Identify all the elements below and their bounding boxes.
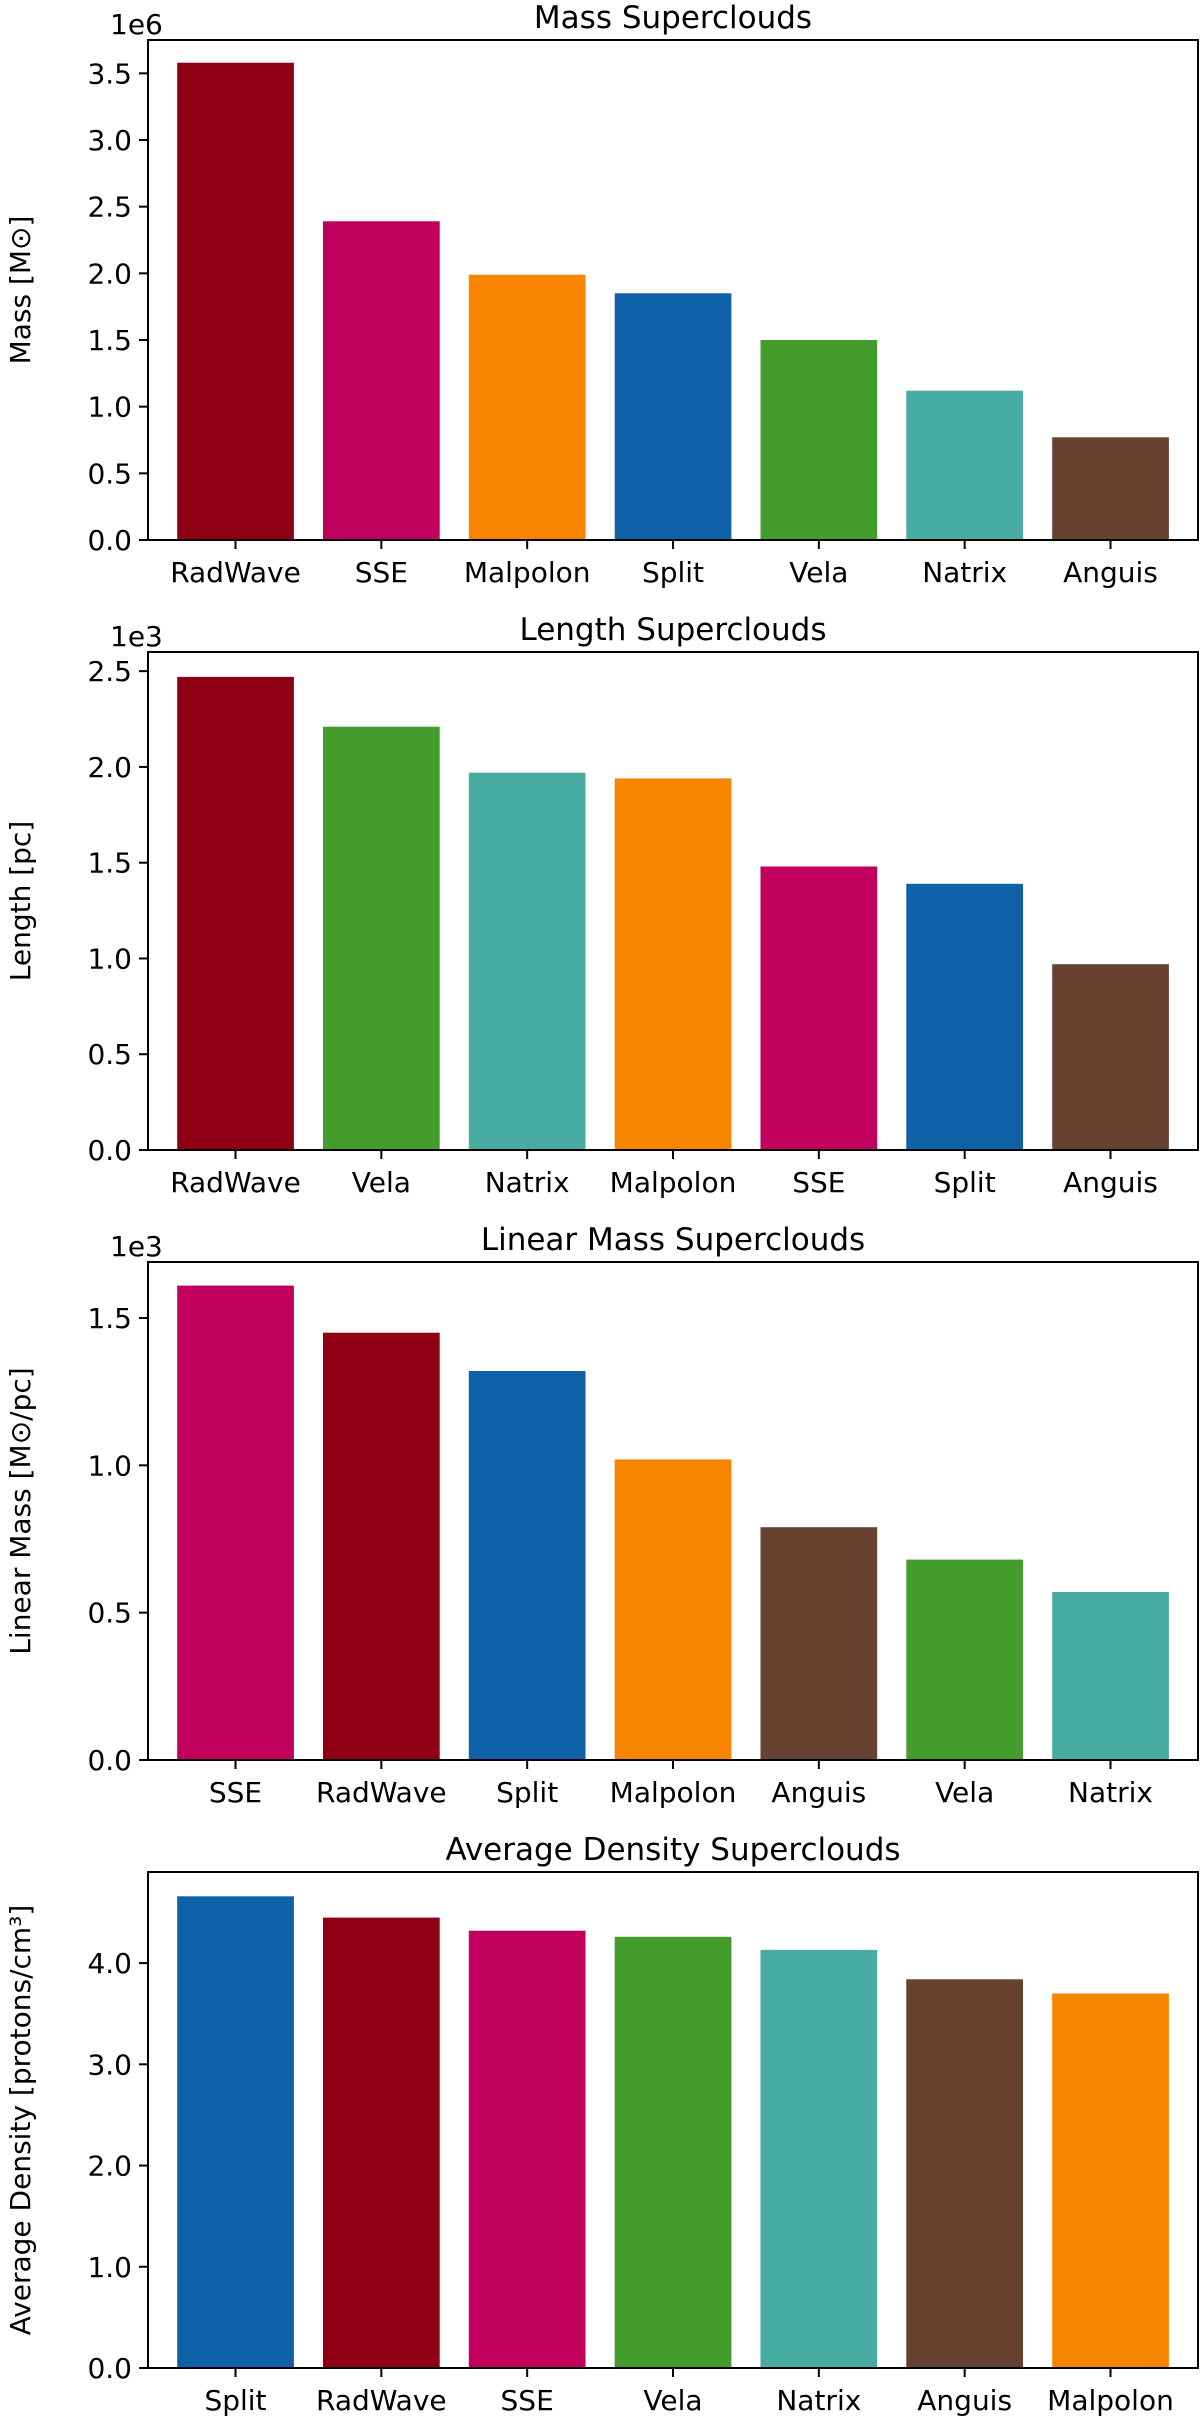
x-tick-label-vela: Vela (352, 1166, 411, 1199)
x-tick-label-radwave: RadWave (170, 556, 301, 589)
y-tick-label: 2.5 (87, 655, 132, 688)
chart-panel-1: 0.0 0.5 1.0 1.5 2.0 2.5 3.0 3.5 RadWave SSE Malpol… (4, 0, 1199, 589)
x-tick-label-vela: Vela (789, 556, 848, 589)
x-tick-label-sse: SSE (501, 2384, 554, 2417)
bar-vela (323, 726, 440, 1150)
bar-malpolon (614, 778, 732, 1150)
axis-offset-text: 1e6 (110, 8, 163, 41)
x-tick-label-malpolon: Malpolon (464, 556, 591, 589)
y-axis-label: Linear Mass [M⊙/pc] (4, 1367, 37, 1654)
x-tick-label-split: Split (642, 556, 704, 589)
x-tick-label-anguis: Anguis (1063, 556, 1158, 589)
y-tick-label: 0.5 (87, 1038, 132, 1071)
y-tick-label: 1.0 (87, 1449, 132, 1482)
axis-offset-text: 1e3 (110, 620, 163, 653)
x-tick-label-natrix: Natrix (1068, 1776, 1153, 1809)
x-tick-label-natrix: Natrix (776, 2384, 861, 2417)
x-tick-label-anguis: Anguis (1063, 1166, 1158, 1199)
y-tick-label: 0.5 (87, 457, 132, 490)
bar-radwave (323, 1917, 440, 2368)
bar-split (177, 1896, 294, 2368)
bar-anguis (1052, 437, 1169, 540)
bar-sse (468, 1930, 586, 2368)
bar-radwave (177, 62, 294, 540)
chart-title: Mass Superclouds (534, 0, 812, 36)
chart-panel-4: 0.0 1.0 2.0 3.0 4.0 Split RadWave SSE Vela Natrix… (4, 1832, 1199, 2417)
x-tick-label-natrix: Natrix (922, 556, 1007, 589)
y-tick-label: 2.0 (87, 257, 132, 290)
x-tick-label-vela: Vela (643, 2384, 702, 2417)
y-tick-label: 2.0 (87, 2150, 132, 2183)
x-tick-label-anguis: Anguis (917, 2384, 1012, 2417)
chart-panel-3: 0.0 0.5 1.0 1.5 SSE RadWave Split Malpolon Angui… (4, 1222, 1199, 1809)
bar-natrix (1052, 1592, 1169, 1760)
bar-natrix (760, 1949, 878, 2368)
y-axis-label: Average Density [protons/cm³] (4, 1905, 37, 2336)
y-tick-label: 0.0 (87, 524, 132, 557)
axis-offset-text: 1e3 (110, 1230, 163, 1263)
y-tick-label: 1.0 (87, 2251, 132, 2284)
x-tick-label-sse: SSE (355, 556, 408, 589)
y-tick-label: 1.5 (87, 847, 132, 880)
x-tick-label-anguis: Anguis (771, 1776, 866, 1809)
y-tick-label: 0.5 (87, 1597, 132, 1630)
bar-radwave (177, 676, 294, 1150)
bar-sse (760, 866, 878, 1150)
bar-vela (906, 1559, 1023, 1760)
x-tick-label-natrix: Natrix (485, 1166, 570, 1199)
chart-panel-2: 0.0 0.5 1.0 1.5 2.0 2.5 RadWave Vela Natrix Malpo… (4, 612, 1199, 1199)
y-tick-label: 2.0 (87, 751, 132, 784)
bar-anguis (1052, 964, 1169, 1150)
x-tick-label-radwave: RadWave (316, 2384, 447, 2417)
chart-title: Linear Mass Superclouds (481, 1222, 865, 1258)
x-tick-label-vela: Vela (935, 1776, 994, 1809)
bar-split (468, 1371, 586, 1760)
bar-radwave (323, 1332, 440, 1760)
x-tick-label-split: Split (496, 1776, 558, 1809)
bar-natrix (468, 772, 586, 1150)
chart-title: Length Superclouds (519, 612, 826, 648)
y-tick-label: 0.0 (87, 1744, 132, 1777)
y-tick-label: 3.5 (87, 57, 132, 90)
bar-malpolon (1052, 1993, 1169, 2368)
x-tick-label-malpolon: Malpolon (610, 1776, 737, 1809)
x-tick-label-split: Split (204, 2384, 266, 2417)
x-tick-label-radwave: RadWave (316, 1776, 447, 1809)
x-tick-label-sse: SSE (209, 1776, 262, 1809)
y-tick-label: 3.0 (87, 2048, 132, 2081)
x-tick-label-malpolon: Malpolon (1047, 2384, 1174, 2417)
bar-sse (323, 221, 440, 541)
bar-split (614, 293, 732, 540)
x-tick-label-sse: SSE (792, 1166, 845, 1199)
bar-split (906, 883, 1023, 1150)
y-tick-label: 0.0 (87, 2352, 132, 2385)
y-tick-label: 1.0 (87, 391, 132, 424)
bar-anguis (760, 1527, 878, 1760)
bar-malpolon (614, 1459, 732, 1760)
y-tick-label: 2.5 (87, 191, 132, 224)
bar-natrix (906, 390, 1023, 540)
chart-title: Average Density Superclouds (445, 1832, 900, 1868)
y-tick-label: 4.0 (87, 1947, 132, 1980)
y-axis-label: Length [pc] (4, 821, 37, 982)
y-tick-label: 1.0 (87, 942, 132, 975)
bar-malpolon (468, 274, 586, 540)
x-tick-label-radwave: RadWave (170, 1166, 301, 1199)
bar-anguis (906, 1979, 1023, 2368)
x-tick-label-malpolon: Malpolon (610, 1166, 737, 1199)
x-tick-label-split: Split (934, 1166, 996, 1199)
y-tick-label: 1.5 (87, 324, 132, 357)
bar-sse (177, 1285, 294, 1760)
bar-vela (614, 1936, 732, 2368)
y-tick-label: 1.5 (87, 1302, 132, 1335)
bar-vela (760, 340, 878, 540)
y-axis-label: Mass [M⊙] (4, 216, 37, 365)
y-tick-label: 3.0 (87, 124, 132, 157)
y-tick-label: 0.0 (87, 1134, 132, 1167)
